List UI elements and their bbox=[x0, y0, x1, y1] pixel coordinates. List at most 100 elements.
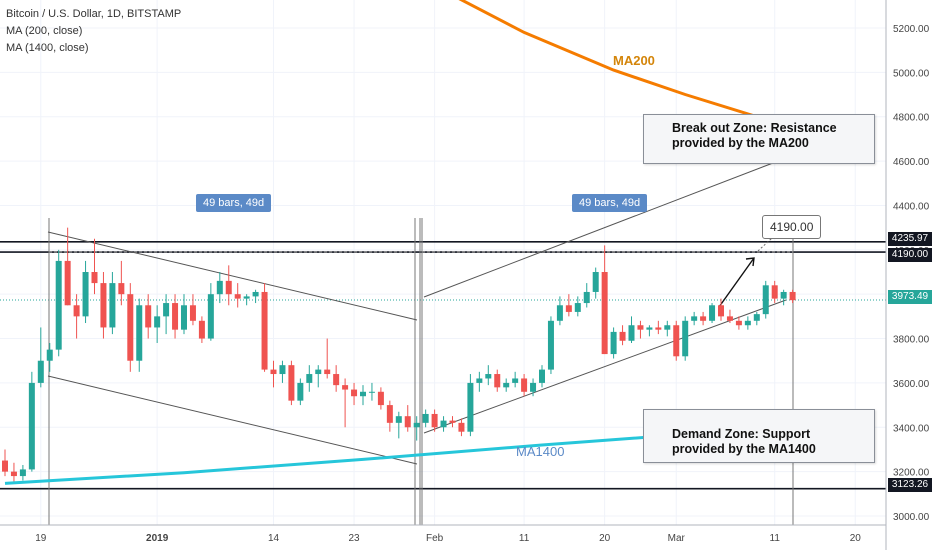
candle-body bbox=[780, 291, 787, 299]
y-tick-label: 5200.00 bbox=[893, 24, 930, 35]
candle-body bbox=[100, 283, 107, 328]
y-tick-label: 3400.00 bbox=[893, 423, 930, 434]
candle-body bbox=[324, 369, 331, 375]
breakout-line-2: provided by the MA200 bbox=[672, 136, 809, 150]
x-tick-label: 11 bbox=[519, 533, 530, 544]
symbol-title: Bitcoin / U.S. Dollar, 1D, BITSTAMP bbox=[6, 8, 182, 20]
candle-body bbox=[145, 305, 152, 328]
candle-body bbox=[2, 460, 8, 472]
candle-body bbox=[547, 320, 554, 370]
breakout-zone-note[interactable]: Break out Zone: Resistance provided by t… bbox=[643, 114, 875, 164]
candle-body bbox=[789, 291, 796, 301]
candle-body bbox=[494, 374, 501, 388]
price-axis[interactable]: 3000.003200.003400.003600.003800.004000.… bbox=[885, 0, 930, 550]
x-tick-label: 14 bbox=[268, 533, 280, 544]
candle-body bbox=[172, 303, 179, 330]
candle-body bbox=[744, 320, 751, 326]
y-tick-label: 4800.00 bbox=[893, 113, 930, 124]
candle-body bbox=[225, 280, 232, 295]
y-tick-label: 3200.00 bbox=[893, 468, 930, 479]
price-tag-4190: 4190.00 bbox=[888, 248, 932, 262]
candle-body bbox=[431, 413, 438, 428]
candle-body bbox=[646, 327, 653, 330]
target-arrow-head bbox=[745, 257, 755, 267]
candle-body bbox=[198, 320, 205, 339]
trend-line bbox=[47, 231, 418, 321]
demand-zone-note[interactable]: Demand Zone: Support provided by the MA1… bbox=[643, 409, 875, 463]
candle-body bbox=[73, 305, 80, 317]
demand-line-1: Demand Zone: Support bbox=[672, 427, 811, 441]
callout-pointer bbox=[757, 237, 773, 252]
candle-body bbox=[234, 294, 241, 299]
candle-body bbox=[762, 285, 769, 315]
candle-body bbox=[476, 378, 483, 383]
candle-body bbox=[530, 382, 537, 392]
trend-line bbox=[423, 157, 787, 298]
candle-body bbox=[422, 413, 429, 423]
candle-body bbox=[136, 305, 143, 361]
candle-body bbox=[82, 272, 89, 317]
candle-body bbox=[610, 331, 617, 355]
candle-body bbox=[306, 374, 313, 383]
candle-body bbox=[521, 378, 528, 392]
target-price-callout[interactable]: 4190.00 bbox=[762, 215, 822, 239]
target-arrow bbox=[718, 257, 755, 308]
candle-body bbox=[315, 369, 322, 375]
x-tick-label: 11 bbox=[770, 533, 781, 544]
candle-body bbox=[539, 369, 545, 383]
x-tick-label: 20 bbox=[599, 533, 611, 544]
candle-body bbox=[583, 291, 590, 304]
candle-body bbox=[771, 285, 778, 299]
candle-body bbox=[28, 382, 35, 470]
candle-body bbox=[333, 374, 340, 386]
candle-body bbox=[655, 327, 662, 330]
trend-line bbox=[47, 375, 418, 465]
candle-body bbox=[556, 305, 563, 321]
candle-body bbox=[619, 331, 626, 341]
ma200-legend: MA (200, close) bbox=[6, 25, 83, 37]
candle-body bbox=[700, 316, 707, 321]
candle-body bbox=[503, 382, 510, 388]
candle-body bbox=[207, 294, 214, 339]
time-axis[interactable]: 1920191423Feb1120Mar1120Apr bbox=[0, 524, 932, 544]
candle-body bbox=[261, 291, 268, 370]
candle-body bbox=[189, 305, 196, 321]
candle-body bbox=[64, 260, 71, 306]
candle-body bbox=[252, 291, 259, 297]
bars-range-label-right[interactable]: 49 bars, 49d bbox=[572, 194, 648, 212]
chart-legend: Bitcoin / U.S. Dollar, 1D, BITSTAMP MA (… bbox=[6, 6, 181, 57]
candlesticks bbox=[2, 227, 796, 483]
y-tick-label: 4600.00 bbox=[893, 157, 930, 168]
candle-body bbox=[726, 316, 733, 321]
price-tag-4235: 4235.97 bbox=[888, 232, 932, 246]
candle-body bbox=[709, 305, 716, 321]
candle-body bbox=[512, 378, 519, 383]
candle-body bbox=[351, 389, 358, 397]
y-tick-label: 5000.00 bbox=[893, 68, 930, 79]
x-tick-label: Feb bbox=[426, 533, 444, 544]
y-tick-label: 3800.00 bbox=[893, 335, 930, 346]
candle-body bbox=[449, 420, 456, 423]
candle-body bbox=[485, 374, 492, 379]
candle-body bbox=[91, 272, 98, 284]
candle-body bbox=[288, 365, 295, 401]
candle-body bbox=[637, 325, 644, 330]
candle-body bbox=[55, 260, 62, 350]
candle-body bbox=[360, 391, 366, 397]
trend-line bbox=[423, 299, 787, 434]
candle-body bbox=[592, 272, 599, 292]
candle-body bbox=[19, 469, 26, 477]
candle-body bbox=[735, 320, 742, 326]
bars-range-label-left[interactable]: 49 bars, 49d bbox=[196, 194, 272, 212]
candle-body bbox=[601, 272, 608, 355]
candle-body bbox=[628, 325, 635, 341]
candle-body bbox=[753, 314, 760, 321]
pattern-lines bbox=[0, 157, 886, 525]
candle-body bbox=[297, 382, 304, 401]
candle-body bbox=[691, 316, 698, 321]
candle-body bbox=[673, 325, 680, 357]
candle-body bbox=[342, 385, 349, 390]
candle-body bbox=[574, 303, 581, 312]
candle-body bbox=[109, 283, 116, 328]
